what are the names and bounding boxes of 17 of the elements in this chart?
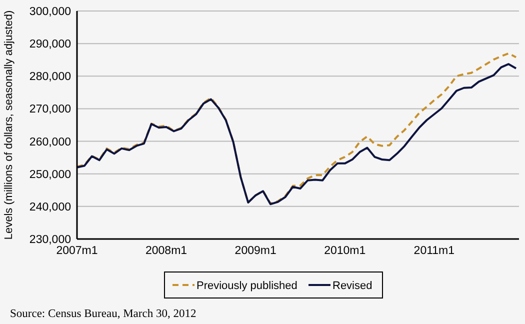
x-tick-label: 2009m1: [234, 245, 276, 257]
legend-label: Revised: [332, 280, 372, 292]
source-note: Source: Census Bureau, March 30, 2012: [10, 308, 196, 320]
x-tick-label: 2011m1: [414, 245, 455, 257]
y-axis-title: Levels (millions of dollars, seasonally adjusted): [3, 10, 15, 240]
legend-label: Previously published: [196, 280, 298, 292]
x-tick-label: 2008m1: [146, 245, 188, 257]
x-tick-label: 2010m1: [324, 245, 366, 257]
y-tick-label: 300,000: [29, 6, 71, 18]
y-tick-label: 250,000: [29, 168, 71, 181]
y-tick-label: 290,000: [29, 38, 71, 51]
y-tick-label: 260,000: [29, 136, 71, 148]
y-tick-label: 230,000: [29, 234, 71, 246]
y-tick-label: 280,000: [29, 71, 71, 84]
y-tick-label: 270,000: [29, 104, 71, 116]
y-tick-label: 240,000: [29, 201, 71, 214]
x-tick-label: 2007m1: [56, 245, 98, 257]
